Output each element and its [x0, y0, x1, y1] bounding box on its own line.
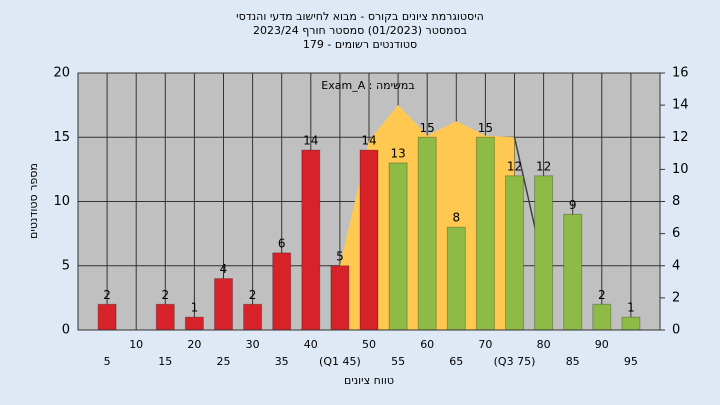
value-label: 9 — [569, 198, 577, 212]
y2-tick-label: 0 — [672, 323, 680, 338]
x-tick-label: 10 — [129, 338, 143, 351]
value-label: 14 — [303, 134, 318, 148]
x-tick-label: 65 — [449, 355, 463, 368]
value-label: 5 — [336, 249, 344, 263]
y-tick-label: 20 — [53, 66, 70, 81]
y2-tick-label: 10 — [672, 162, 689, 177]
value-label: 15 — [478, 121, 493, 135]
x-tick-label: (Q3 75) — [494, 355, 536, 368]
x-tick-label: 15 — [158, 355, 172, 368]
bar — [330, 265, 350, 331]
y2-tick-label: 16 — [672, 66, 689, 81]
y2-tick-label: 6 — [672, 226, 680, 241]
value-label: 2 — [598, 288, 606, 302]
bar — [475, 136, 495, 331]
bar — [97, 303, 117, 331]
bar — [301, 149, 321, 331]
x-tick-label: 95 — [624, 355, 638, 368]
x-tick-label: 60 — [420, 338, 434, 351]
y-tick-label: 0 — [62, 323, 70, 338]
value-label: 1 — [191, 301, 199, 315]
plot-frame — [77, 72, 661, 331]
value-label: 13 — [390, 146, 405, 160]
value-label: 2 — [161, 288, 169, 302]
value-label: 15 — [420, 121, 435, 135]
bar — [563, 213, 583, 331]
chart-subtitle: סטודנטים רשומים - 179 — [303, 38, 417, 51]
bar — [417, 136, 437, 331]
x-tick-label: 25 — [217, 355, 231, 368]
value-label: 2 — [249, 288, 257, 302]
y2-tick-label: 2 — [672, 290, 680, 305]
bar — [621, 316, 641, 331]
x-tick-label: 40 — [304, 338, 318, 351]
x-tick-label: (Q1 45) — [319, 355, 361, 368]
value-label: 12 — [536, 159, 551, 173]
value-label: 4 — [220, 262, 228, 276]
x-tick-label: 90 — [595, 338, 609, 351]
bar — [214, 278, 233, 331]
value-label: 14 — [361, 134, 376, 148]
y2-tick-label: 8 — [672, 194, 680, 209]
bar — [446, 226, 466, 331]
bar — [505, 175, 524, 331]
x-tick-label: 30 — [246, 338, 260, 351]
x-tick-label: 80 — [537, 338, 551, 351]
value-label: 1 — [627, 301, 635, 315]
x-axis-label: טווח ציונים — [344, 374, 394, 387]
value-label: 8 — [452, 211, 460, 225]
value-label: 12 — [507, 159, 522, 173]
bar — [359, 149, 379, 331]
x-tick-label: 55 — [391, 355, 405, 368]
y2-tick-label: 14 — [672, 98, 689, 113]
y2-tick-label: 4 — [672, 258, 680, 273]
chart-title: היסטוגרמת ציונים בקורס - מבוא לחישוב מדע… — [236, 10, 484, 23]
x-tick-label: 70 — [478, 338, 492, 351]
x-tick-label: 20 — [187, 338, 201, 351]
bar — [592, 303, 612, 331]
x-tick-label: 5 — [104, 355, 111, 368]
bar — [272, 252, 292, 331]
bar — [388, 162, 408, 331]
y-tick-label: 5 — [62, 258, 70, 273]
y2-tick-label: 12 — [672, 130, 689, 145]
y-axis-label: מספר סטודנטים — [27, 163, 40, 239]
bar — [184, 316, 204, 331]
y-tick-label: 10 — [53, 194, 70, 209]
value-label: 2 — [103, 288, 111, 302]
y-tick-label: 15 — [53, 130, 70, 145]
bar — [534, 175, 554, 331]
value-label: 6 — [278, 236, 286, 250]
chart-subtitle: בסמסטר (01/2023) סמסטר חורף 2023/24 — [253, 24, 467, 37]
annotation: במשימה : Exam_A — [321, 79, 414, 92]
x-tick-label: 50 — [362, 338, 376, 351]
x-tick-label: 85 — [566, 355, 580, 368]
x-tick-label: 35 — [275, 355, 289, 368]
bar — [243, 303, 263, 331]
bar — [155, 303, 175, 331]
